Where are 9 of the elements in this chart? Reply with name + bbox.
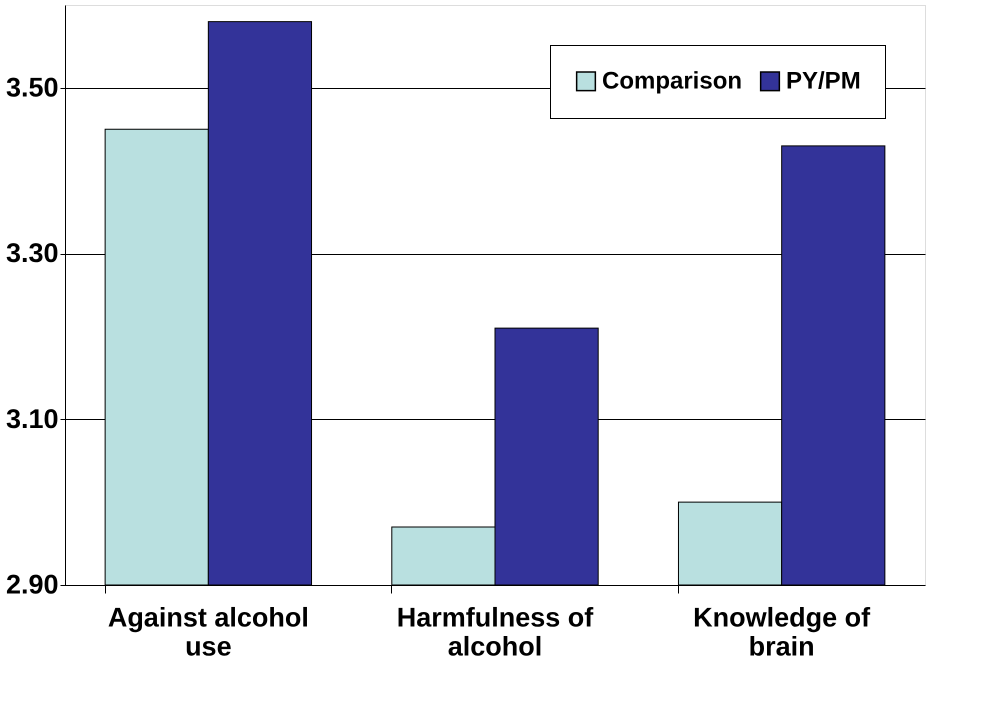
- y-tick-label: 3.50: [6, 72, 58, 102]
- x-tick-label: Knowledge of brain: [693, 602, 872, 662]
- legend-label: Comparison: [602, 67, 742, 94]
- y-tick-label: 2.90: [6, 570, 58, 600]
- x-tick-label: Against alcohol use: [108, 602, 309, 662]
- y-tick-label: 3.10: [6, 404, 58, 434]
- x-tick-label: Harmfulness of alcohol: [396, 602, 594, 662]
- legend-label: PY/PM: [786, 67, 861, 94]
- y-tick-label: 3.30: [6, 238, 58, 268]
